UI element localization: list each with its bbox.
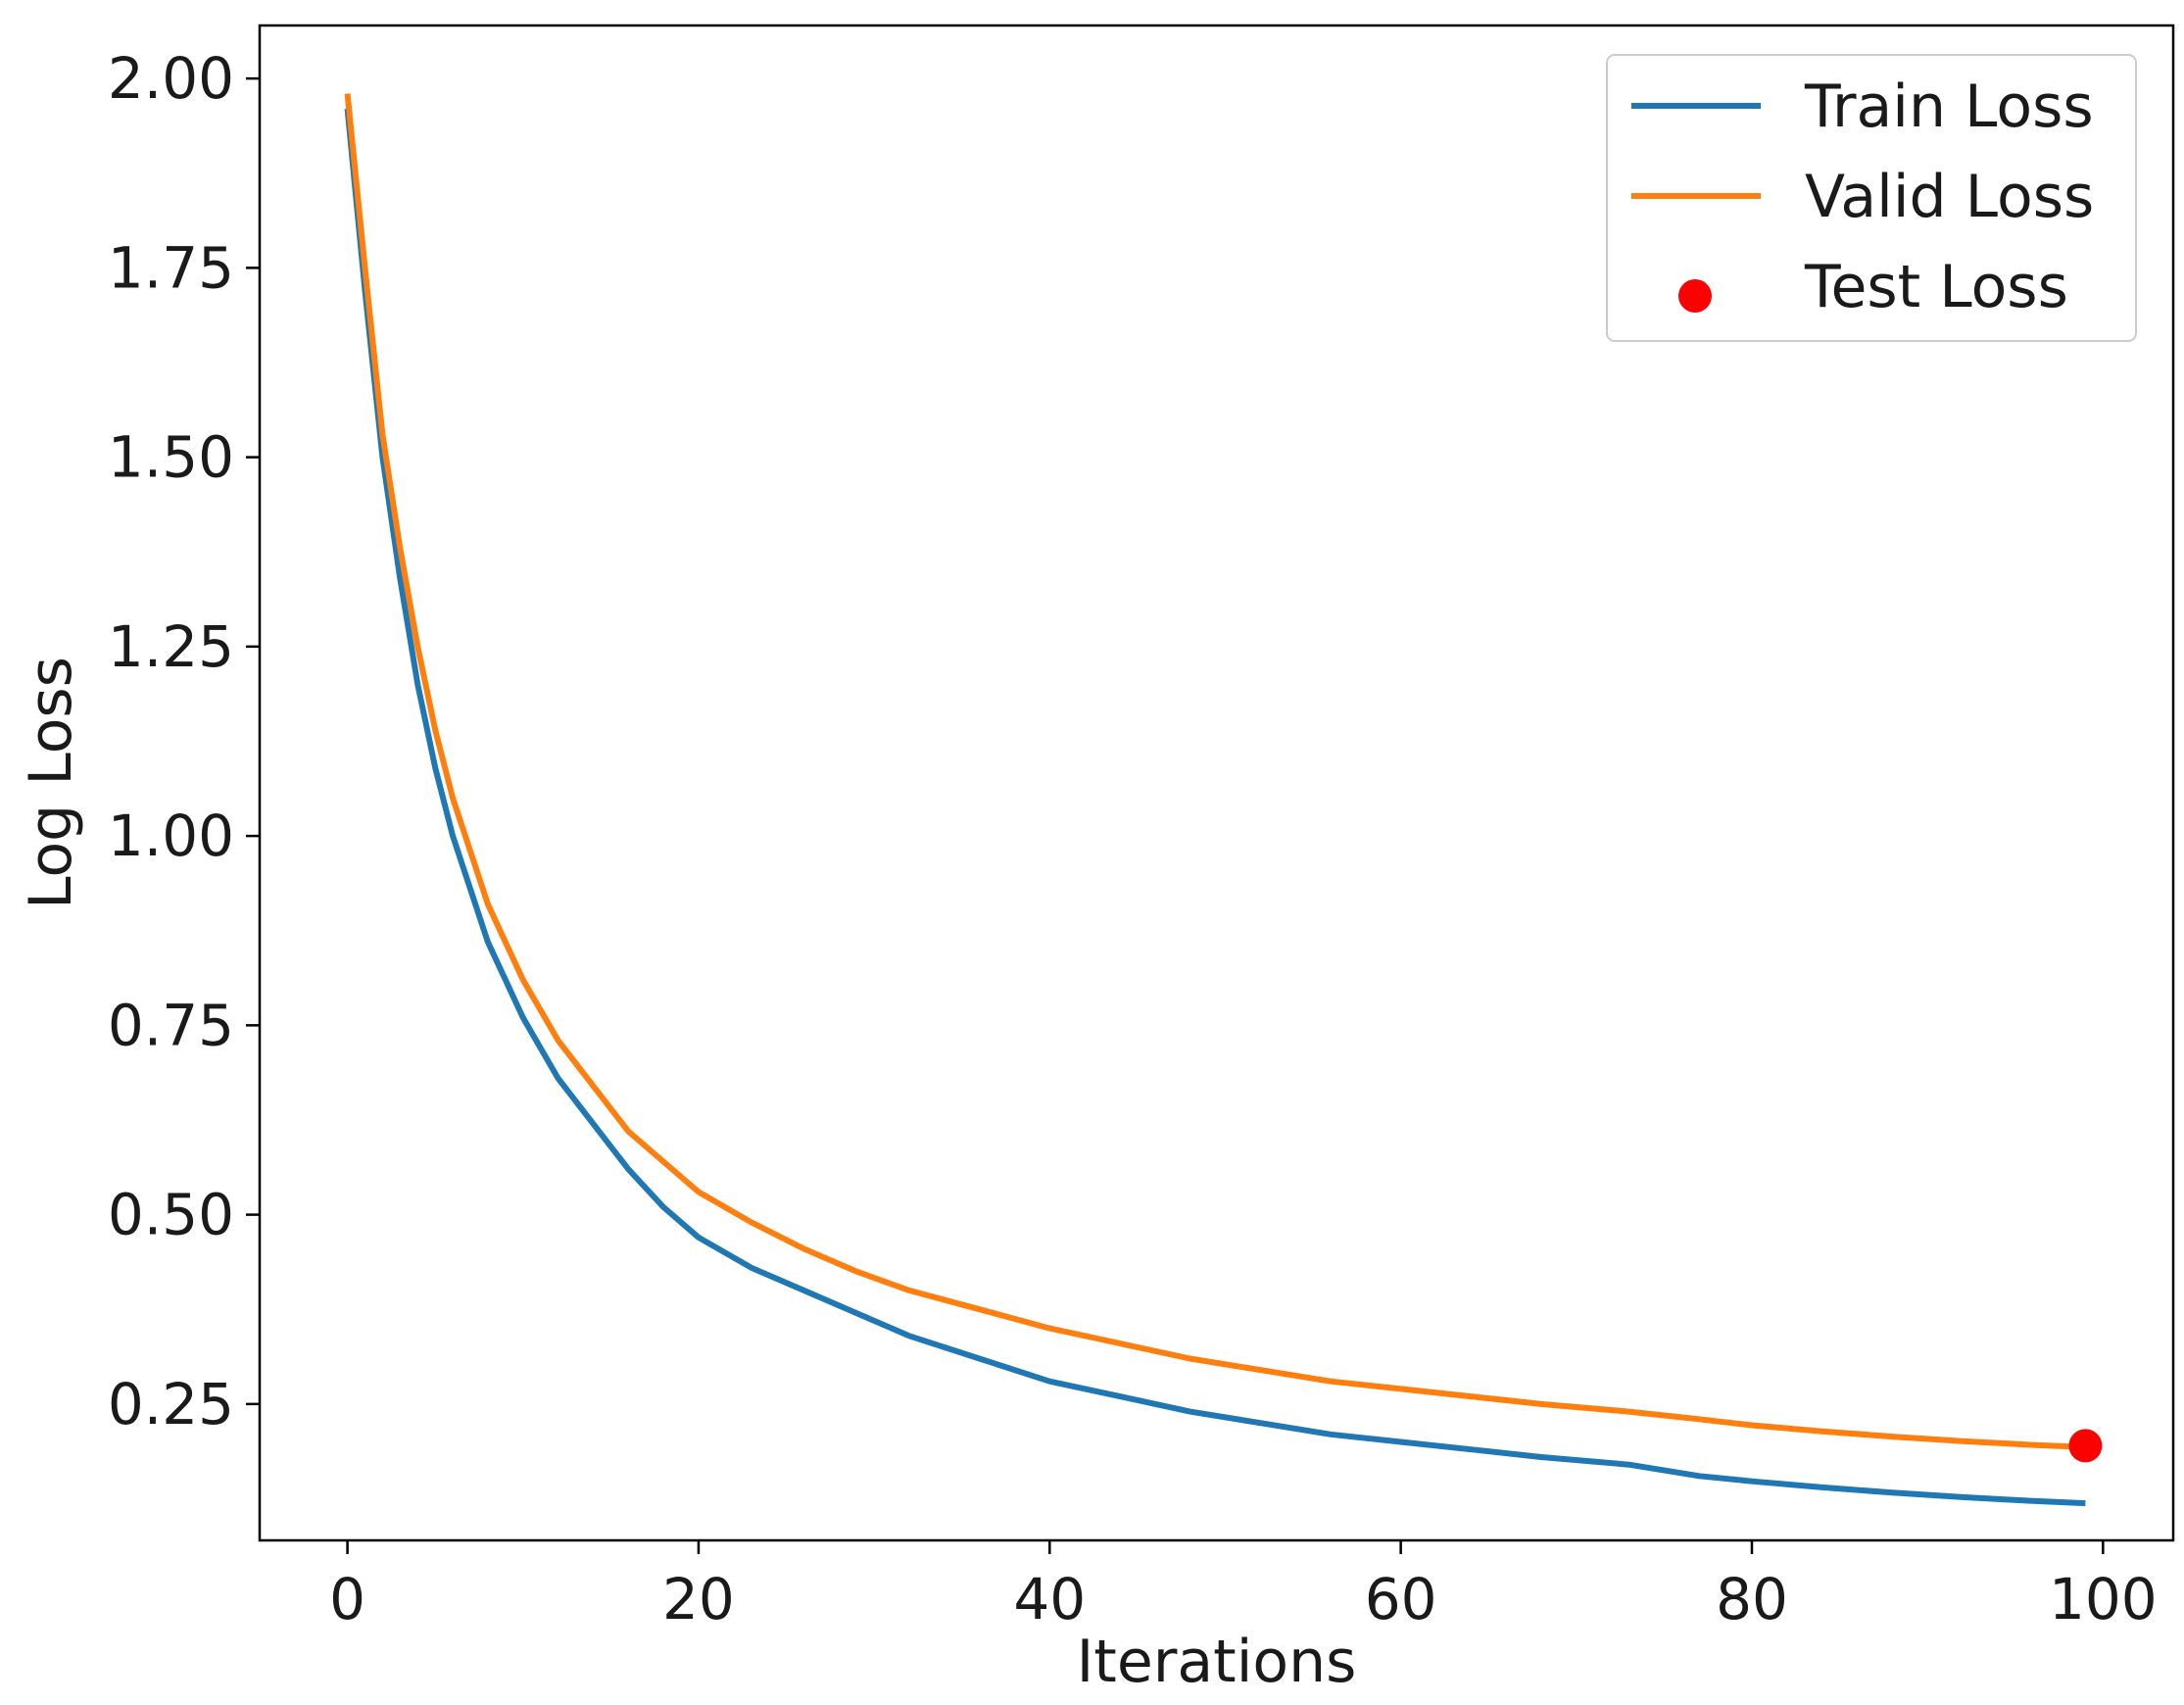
- x-tick-label: 60: [1365, 1566, 1437, 1632]
- legend-label: Train Loss: [1804, 73, 2094, 141]
- legend-item-valid-loss: Valid Loss: [1631, 163, 2094, 231]
- x-tick-label: 40: [1013, 1566, 1086, 1632]
- legend: Train Loss Valid Loss Test Loss: [1606, 54, 2137, 342]
- y-axis-title: Log Loss: [17, 657, 85, 909]
- legend-item-train-loss: Train Loss: [1631, 73, 2094, 141]
- test-loss-point: [2068, 1429, 2103, 1463]
- plot-lines: [344, 93, 2086, 1507]
- y-tick-label: 0.50: [108, 1182, 234, 1248]
- y-axis-ticks: 0.25 0.50 0.75 1.00 1.25 1.50 1.75 2.00: [108, 45, 260, 1437]
- x-tick-label: 20: [662, 1566, 735, 1632]
- y-tick-label: 2.00: [108, 45, 234, 112]
- train-loss-line: [344, 108, 2086, 1507]
- legend-box: [1606, 54, 2137, 342]
- x-axis-title: Iterations: [1077, 1628, 1357, 1696]
- legend-item-test-loss: Test Loss: [1678, 253, 2068, 321]
- y-tick-label: 0.25: [108, 1371, 234, 1437]
- x-tick-label: 80: [1716, 1566, 1788, 1632]
- y-tick-label: 0.75: [108, 992, 234, 1058]
- y-tick-label: 1.50: [108, 424, 234, 491]
- y-tick-label: 1.75: [108, 234, 234, 301]
- valid-loss-line: [344, 93, 2086, 1450]
- x-tick-label: 0: [329, 1566, 365, 1632]
- plot-frame: [258, 24, 2175, 1542]
- x-axis-ticks: 0 20 40 60 80 100: [329, 1540, 2158, 1632]
- y-tick-label: 1.25: [108, 613, 234, 680]
- test-points: [2068, 1429, 2103, 1463]
- legend-label: Valid Loss: [1805, 163, 2094, 231]
- legend-label: Test Loss: [1804, 253, 2068, 321]
- y-tick-label: 1.00: [108, 803, 234, 869]
- legend-marker: [1678, 279, 1712, 313]
- x-tick-label: 100: [2049, 1566, 2158, 1632]
